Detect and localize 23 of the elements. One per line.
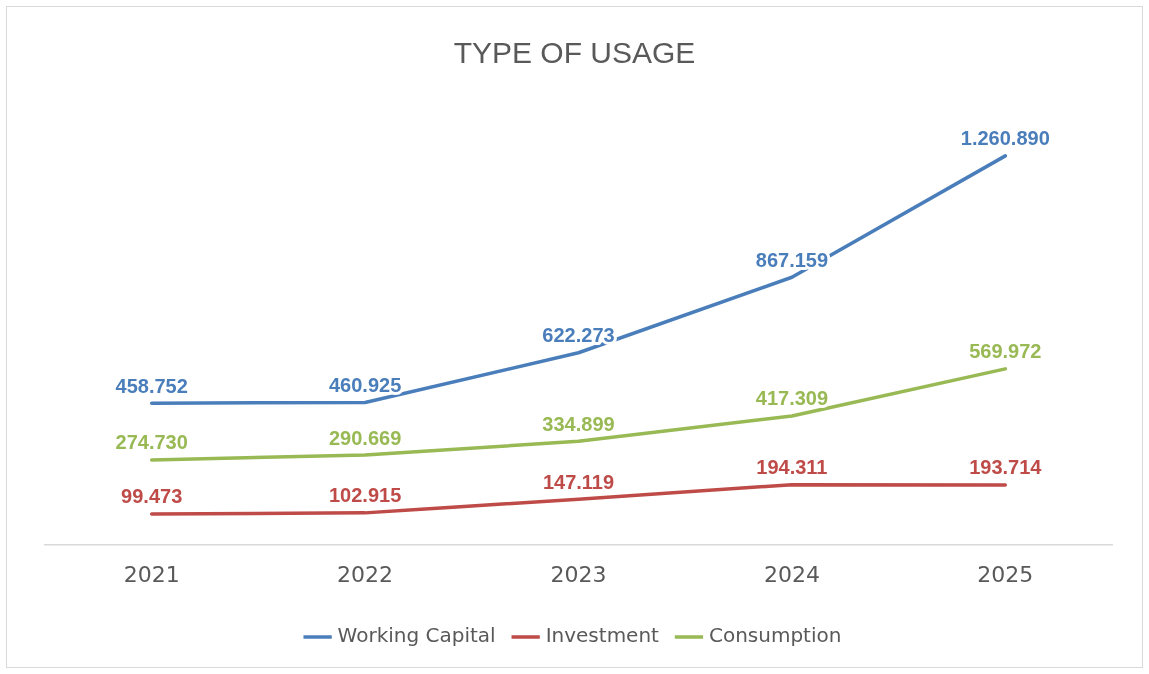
- legend-label: Consumption: [708, 623, 842, 648]
- data-label: 417.309: [755, 387, 829, 410]
- data-label: 290.669: [328, 426, 402, 449]
- data-label: 460.925: [328, 374, 402, 397]
- data-label: 274.730: [115, 431, 188, 454]
- chart-title: TYPE OF USAGE: [453, 36, 696, 70]
- x-tick-label: 2021: [123, 561, 180, 587]
- data-label: 334.899: [542, 412, 615, 435]
- data-label: 1.260.890: [960, 127, 1050, 150]
- data-label: 193.714: [969, 456, 1043, 479]
- data-label: 99.473: [121, 485, 183, 508]
- x-tick-label: 2025: [977, 561, 1034, 587]
- legend-label: Investment: [545, 623, 660, 648]
- x-tick-label: 2022: [337, 561, 394, 587]
- data-label: 622.273: [542, 324, 615, 347]
- data-label: 102.915: [328, 484, 402, 507]
- data-label: 458.752: [115, 374, 188, 397]
- legend-label: Working Capital: [337, 623, 496, 648]
- data-label: 147.119: [542, 470, 615, 493]
- x-tick-label: 2023: [550, 561, 607, 587]
- data-label: 194.311: [756, 456, 828, 479]
- x-tick-label: 2024: [763, 561, 820, 587]
- data-label: 569.972: [969, 340, 1042, 363]
